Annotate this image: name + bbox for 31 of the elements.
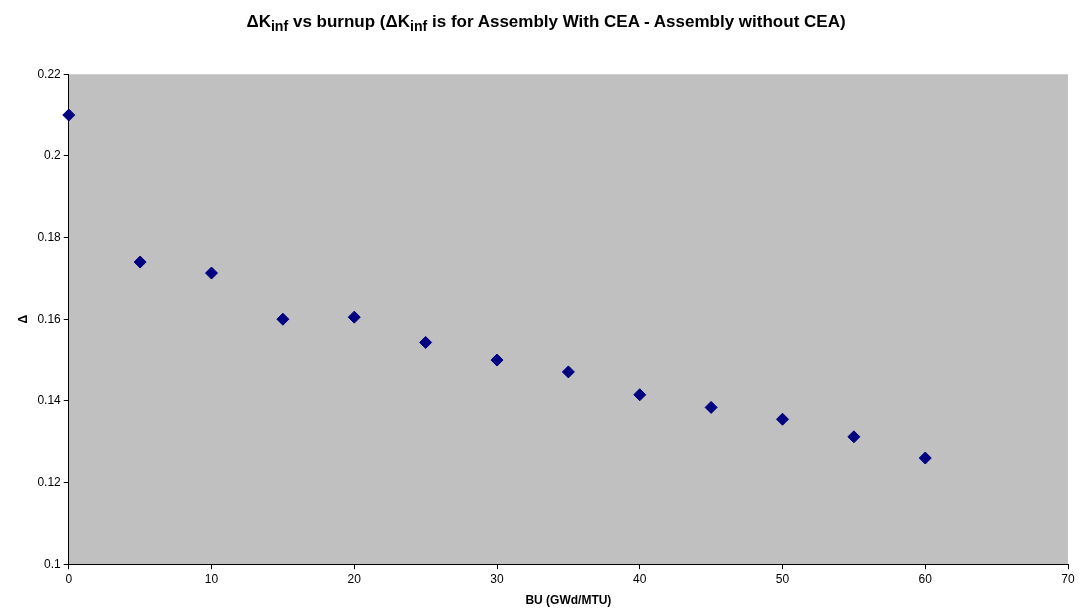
point — [918, 451, 932, 465]
point — [704, 400, 718, 414]
x-tick-label: 30 — [490, 571, 504, 586]
x-tick-label: 40 — [633, 571, 647, 586]
point — [561, 365, 575, 379]
point — [419, 335, 433, 349]
y-tick-label: 0.2 — [44, 148, 62, 163]
point — [347, 310, 361, 324]
y-axis-title: Δ — [15, 314, 30, 324]
x-tick-label: 60 — [918, 571, 933, 586]
x-tick-label: 70 — [1061, 571, 1075, 586]
x-tick-label: 50 — [775, 571, 790, 586]
x-axis-title: BU (GWd/MTU) — [525, 593, 612, 608]
point — [205, 266, 219, 280]
x-tick-label: 0 — [65, 571, 73, 586]
chart-title: ΔK$_{inf}$ vs burnup (ΔK$_{inf}$ is for Assembly With CEA - Assembly without CEA) — [245, 11, 847, 37]
point — [276, 312, 290, 326]
point — [776, 412, 789, 426]
x-tick-label: 20 — [347, 571, 362, 586]
point — [633, 388, 647, 402]
y-tick-label: 0.16 — [37, 311, 62, 326]
point — [62, 108, 76, 122]
y-tick-label: 0.22 — [37, 66, 62, 81]
y-tick-label: 0.18 — [37, 229, 62, 244]
point — [490, 353, 504, 367]
y-tick-label: 0.1 — [44, 556, 62, 571]
point — [133, 255, 147, 269]
y-tick-label: 0.12 — [37, 474, 62, 489]
x-tick-label: 10 — [204, 571, 219, 586]
y-tick-label: 0.14 — [37, 393, 62, 408]
point — [847, 430, 861, 444]
